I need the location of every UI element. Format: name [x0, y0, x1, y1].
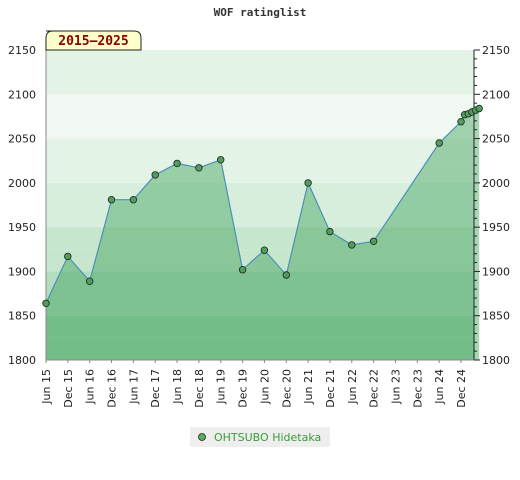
legend: OHTSUBO Hidetaka	[190, 427, 330, 447]
x-tick-label: Dec 17	[149, 369, 162, 408]
x-tick-label: Dec 20	[280, 369, 293, 408]
data-point	[282, 271, 290, 279]
x-tick-label: Jun 16	[84, 369, 97, 405]
band	[46, 293, 474, 316]
x-tick-label: Dec 23	[411, 369, 424, 408]
data-point	[348, 241, 356, 249]
data-point	[42, 299, 50, 307]
y-tick-label-right: 1800	[482, 354, 510, 367]
y-tick-label-right: 1900	[482, 265, 510, 278]
x-tick-label: Jun 22	[346, 369, 359, 405]
y-tick-label-left: 2100	[8, 88, 36, 101]
data-markers	[42, 104, 483, 307]
y-tick-label-right: 1950	[482, 221, 510, 234]
y-tick-label-right: 2050	[482, 133, 510, 146]
data-point	[475, 104, 483, 113]
x-tick-label: Dec 18	[193, 369, 206, 408]
x-axis: Jun 15 Dec 15 Jun 16 Dec 16 Jun 17 Dec 17 Jun …	[40, 359, 474, 408]
data-point	[304, 179, 312, 187]
data-point	[85, 277, 94, 285]
data-point	[64, 252, 72, 261]
data-point	[369, 237, 378, 245]
background-bands	[46, 50, 474, 360]
period-label: 2015–2025	[58, 34, 128, 49]
y-tick-label-left: 2050	[8, 133, 36, 146]
x-tick-label: Dec 22	[368, 369, 381, 408]
y-tick-label-right: 2100	[482, 88, 510, 101]
series-area	[46, 108, 480, 360]
x-tick-label: Jun 17	[127, 369, 140, 405]
band	[46, 249, 474, 272]
band	[46, 72, 474, 95]
y-axis-right: 1800 1850 1900 1950 2000 2050 2100 2150	[473, 44, 510, 367]
x-tick-label: Jun 24	[433, 369, 446, 405]
data-point	[173, 159, 181, 168]
band	[46, 160, 474, 183]
band	[46, 205, 474, 228]
y-tick-label-left: 2150	[8, 44, 36, 57]
data-point	[195, 164, 203, 172]
legend-label: OHTSUBO Hidetaka	[214, 431, 321, 444]
band	[46, 271, 474, 294]
band	[46, 182, 474, 205]
x-tick-label: Dec 21	[324, 369, 337, 408]
y-axis-left: 1800 1850 1900 1950 2000 2050 2100 2150	[8, 44, 47, 367]
data-point	[151, 171, 159, 179]
x-tick-label: Jun 21	[302, 369, 315, 405]
y-tick-label-left: 2000	[8, 177, 36, 190]
x-tick-label: Dec 19	[237, 369, 250, 408]
data-point	[457, 117, 465, 126]
band	[46, 116, 474, 139]
x-tick-label: Jun 23	[390, 369, 403, 405]
data-point	[326, 227, 334, 236]
band	[46, 337, 474, 360]
x-tick-label: Jun 20	[258, 369, 271, 405]
y-tick-label-left: 1950	[8, 221, 36, 234]
x-tick-label: Dec 15	[62, 369, 75, 408]
period-badge: 2015–2025	[45, 30, 142, 51]
y-tick-label-right: 1850	[482, 310, 510, 323]
x-tick-label: Jun 15	[40, 369, 53, 405]
band	[46, 94, 474, 117]
data-point	[435, 139, 443, 147]
band	[46, 138, 474, 161]
band	[46, 50, 474, 73]
data-point	[107, 195, 116, 204]
band	[46, 227, 474, 250]
legend-marker	[198, 433, 206, 441]
data-point	[129, 195, 138, 204]
x-tick-label: Jun 19	[215, 369, 228, 405]
chart-title: WOF ratinglist	[214, 6, 307, 19]
y-tick-label-left: 1800	[8, 354, 36, 367]
band	[46, 315, 474, 338]
y-tick-label-right: 2150	[482, 44, 510, 57]
data-point	[238, 266, 247, 274]
data-point	[260, 246, 269, 254]
y-tick-label-right: 2000	[482, 177, 510, 190]
y-tick-label-left: 1900	[8, 265, 36, 278]
x-tick-label: Dec 16	[106, 369, 119, 408]
x-tick-label: Dec 24	[455, 369, 468, 408]
x-tick-label: Jun 18	[171, 369, 184, 405]
data-point	[216, 156, 225, 164]
y-tick-label-left: 1850	[8, 310, 36, 323]
